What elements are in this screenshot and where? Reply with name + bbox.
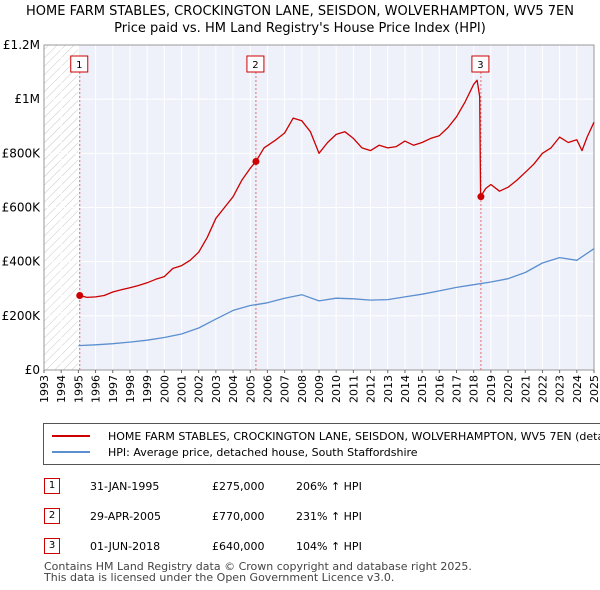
sale-number-badge: 2 bbox=[44, 508, 60, 524]
sale-number-badge: 1 bbox=[44, 478, 60, 494]
footer: Contains HM Land Registry data © Crown c… bbox=[44, 561, 472, 583]
sale-point bbox=[76, 292, 84, 300]
sale-hpi-change: 231% ↑ HPI bbox=[296, 510, 362, 523]
x-tick-label: 2015 bbox=[416, 375, 429, 403]
x-tick-label: 2019 bbox=[485, 375, 498, 403]
x-tick-label: 1995 bbox=[72, 375, 85, 403]
y-tick-label: £0 bbox=[25, 363, 40, 377]
y-tick-label: £1.2M bbox=[3, 38, 40, 52]
sale-label-box bbox=[471, 55, 490, 73]
sale-label-number: 2 bbox=[252, 60, 258, 71]
x-tick-label: 2012 bbox=[365, 375, 378, 403]
x-tick-label: 2009 bbox=[313, 375, 326, 403]
x-tick-label: 1994 bbox=[55, 375, 68, 403]
legend-label-property: HOME FARM STABLES, CROCKINGTON LANE, SEI… bbox=[108, 429, 600, 443]
chart-title-line: HOME FARM STABLES, CROCKINGTON LANE, SEI… bbox=[26, 4, 574, 19]
hpi-line bbox=[78, 248, 595, 347]
x-tick-label: 2025 bbox=[588, 375, 600, 403]
y-tick-label: £1M bbox=[14, 92, 40, 106]
x-tick-label: 1997 bbox=[107, 375, 120, 403]
legend-item-hpi: HPI: Average price, detached house, Sout… bbox=[52, 445, 418, 459]
x-tick-label: 1999 bbox=[141, 375, 154, 403]
price-chart: 1 2 3 £0 £200K £400K £600K £800K £1M £1.2M 1993 199… bbox=[2, 38, 600, 403]
x-tick-label: 2024 bbox=[571, 375, 584, 403]
x-tick-label: 2013 bbox=[382, 375, 395, 403]
x-tick-label: 2018 bbox=[468, 375, 481, 403]
x-tick-label: 2014 bbox=[399, 375, 412, 403]
sale-date: 01-JUN-2018 bbox=[90, 540, 161, 553]
x-tick-label: 2002 bbox=[193, 375, 206, 403]
x-tick-label: 1996 bbox=[90, 375, 103, 403]
footer-copyright: Contains HM Land Registry data © Crown c… bbox=[44, 560, 472, 573]
x-tick-label: 2001 bbox=[176, 375, 189, 403]
x-tick-label: 2010 bbox=[330, 375, 343, 403]
property-price-line bbox=[79, 79, 595, 299]
x-tick-label: 1993 bbox=[38, 375, 51, 403]
x-tick-label: 2008 bbox=[296, 375, 309, 403]
sale-hpi-change: 206% ↑ HPI bbox=[296, 480, 362, 493]
y-tick-label: £200K bbox=[2, 309, 42, 323]
x-tick-label: 2023 bbox=[554, 375, 567, 403]
x-tick-label: 2022 bbox=[536, 375, 549, 403]
sale-label-box bbox=[70, 55, 89, 73]
sale-price: £275,000 bbox=[212, 480, 265, 493]
x-tick-label: 2004 bbox=[227, 375, 240, 403]
x-tick-label: 2000 bbox=[158, 375, 171, 403]
sale-label-number: 3 bbox=[477, 60, 483, 71]
x-tick-label: 2016 bbox=[433, 375, 446, 403]
x-tick-label: 2007 bbox=[279, 375, 292, 403]
x-tick-label: 2021 bbox=[519, 375, 532, 403]
x-tick-label: 2011 bbox=[347, 375, 360, 403]
sale-point bbox=[477, 193, 485, 201]
x-tick-label: 2017 bbox=[451, 375, 464, 403]
sale-point bbox=[252, 157, 260, 165]
y-tick-label: £600K bbox=[2, 201, 42, 215]
sale-date: 31-JAN-1995 bbox=[90, 480, 160, 493]
footer-licence: This data is licensed under the Open Gov… bbox=[44, 571, 395, 584]
sale-price: £640,000 bbox=[212, 540, 265, 553]
x-tick-label: 2006 bbox=[261, 375, 274, 403]
sale-label-number: 1 bbox=[76, 60, 82, 71]
legend-label-hpi: HPI: Average price, detached house, Sout… bbox=[108, 445, 418, 459]
chart-title: HOME FARM STABLES, CROCKINGTON LANE, SEI… bbox=[0, 3, 600, 37]
y-tick-label: £800K bbox=[2, 146, 42, 160]
legend-swatch-hpi bbox=[52, 451, 90, 453]
legend-swatch-property bbox=[52, 435, 90, 437]
sale-number-badge: 3 bbox=[44, 538, 60, 554]
sale-hpi-change: 104% ↑ HPI bbox=[296, 540, 362, 553]
sale-date: 29-APR-2005 bbox=[90, 510, 162, 523]
x-tick-label: 2020 bbox=[502, 375, 515, 403]
sale-label-box bbox=[246, 55, 265, 73]
x-tick-label: 2005 bbox=[244, 375, 257, 403]
x-tick-label: 1998 bbox=[124, 375, 137, 403]
x-tick-label: 2003 bbox=[210, 375, 223, 403]
legend-item-property: HOME FARM STABLES, CROCKINGTON LANE, SEI… bbox=[52, 429, 600, 443]
legend: HOME FARM STABLES, CROCKINGTON LANE, SEI… bbox=[43, 423, 600, 465]
sale-price: £770,000 bbox=[212, 510, 265, 523]
y-tick-label: £400K bbox=[2, 255, 42, 269]
chart-subtitle: Price paid vs. HM Land Registry's House … bbox=[114, 21, 486, 36]
